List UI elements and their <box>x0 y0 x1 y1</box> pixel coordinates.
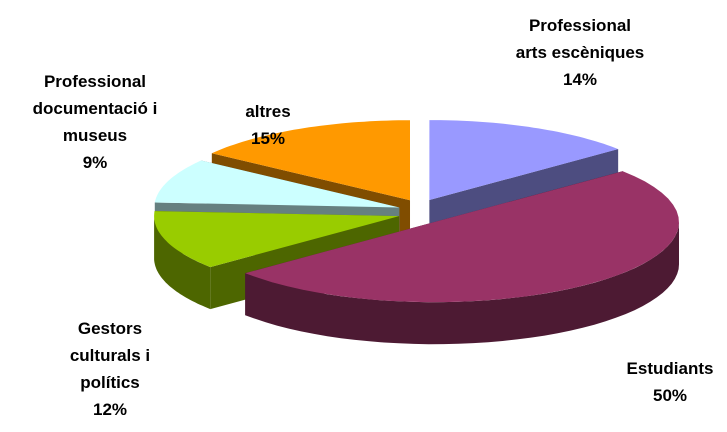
category-label: Gestors culturals i polítics <box>69 319 151 392</box>
slice-label: Professional arts escèniques 14% <box>515 12 645 93</box>
slice-side <box>245 222 679 345</box>
category-label: Professional documentació i museus <box>32 72 158 145</box>
value-label: 50% <box>652 386 688 405</box>
category-label: Professional arts escèniques <box>515 16 645 62</box>
category-label: altres <box>245 102 291 121</box>
slice <box>154 160 400 208</box>
slice-label: Estudiants 50% <box>610 355 727 409</box>
value-label: 14% <box>562 70 598 89</box>
slice <box>211 120 411 201</box>
slice-side <box>154 216 211 310</box>
slice-label: Professional documentació i museus 9% <box>10 68 180 176</box>
slice <box>429 120 619 201</box>
category-label: Estudiants <box>626 359 714 378</box>
value-label: 9% <box>82 153 108 172</box>
value-label: 12% <box>92 400 128 419</box>
slice-label: altres 15% <box>218 98 318 152</box>
slice <box>154 211 400 268</box>
value-label: 15% <box>250 129 286 148</box>
slice-label: Gestors culturals i polítics 12% <box>55 315 165 423</box>
slice <box>245 171 679 303</box>
